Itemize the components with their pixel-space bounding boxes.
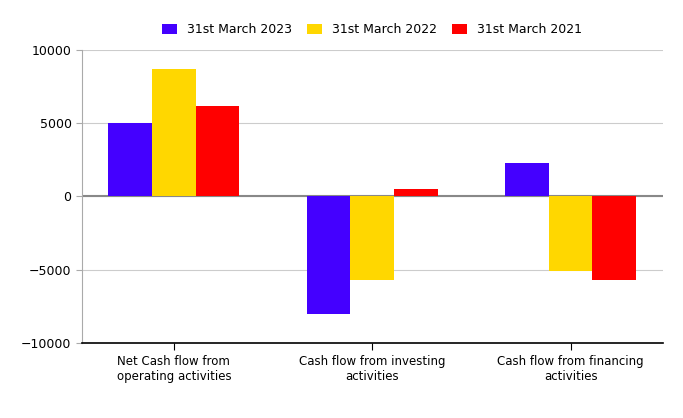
Bar: [307, 196, 350, 314]
Bar: [549, 196, 592, 271]
Bar: [152, 69, 195, 196]
Legend: 31st March 2023, 31st March 2022, 31st March 2021: 31st March 2023, 31st March 2022, 31st M…: [157, 18, 587, 41]
Bar: [394, 189, 438, 196]
Bar: [195, 106, 239, 196]
Bar: [109, 123, 152, 196]
Bar: [350, 196, 394, 280]
Bar: [505, 163, 549, 196]
Bar: [592, 196, 636, 280]
